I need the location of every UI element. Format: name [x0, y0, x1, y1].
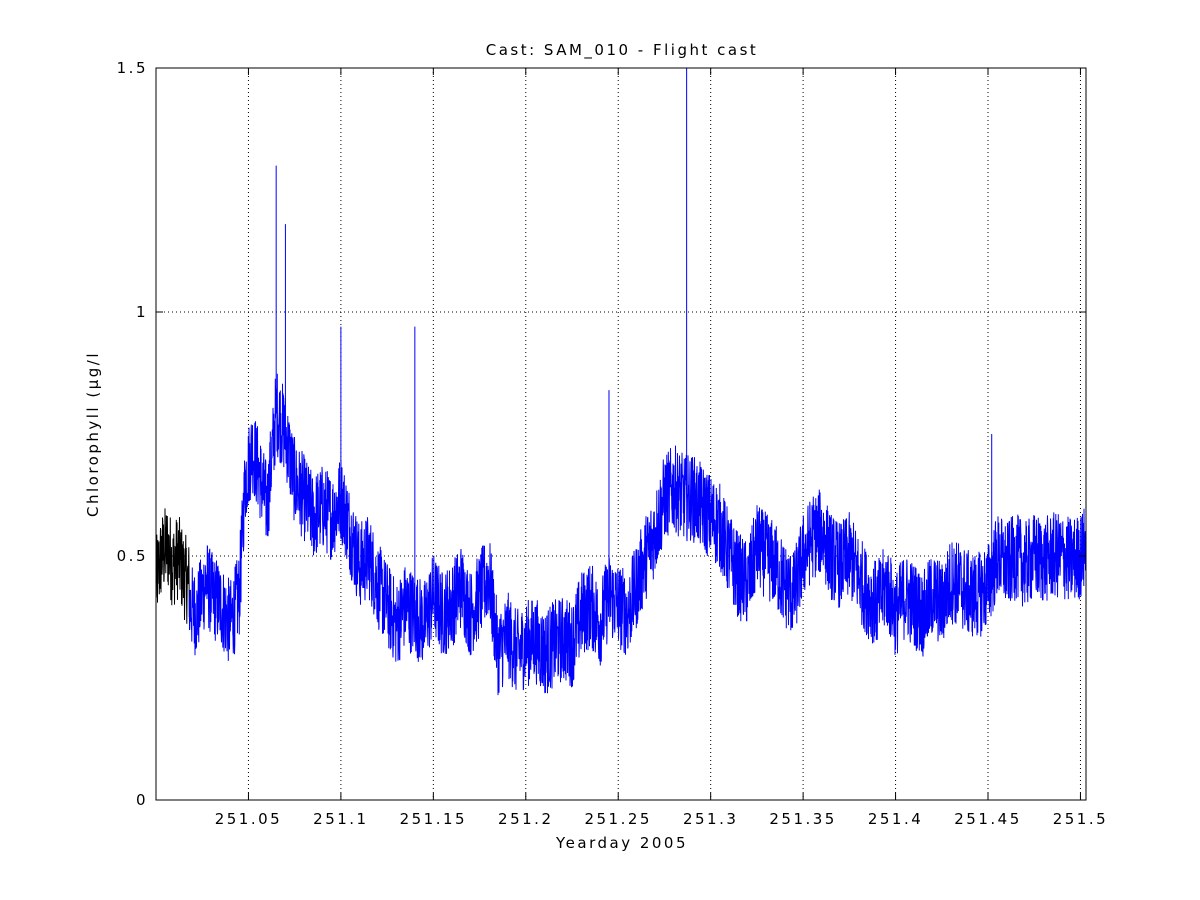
x-tick-label: 251.5: [1053, 810, 1108, 828]
x-tick-label: 251.45: [954, 810, 1022, 828]
y-tick-label: 1.5: [117, 59, 148, 77]
y-tick-label: 0.5: [117, 547, 148, 565]
axis-ticks: 251.05 251.1 251.15 251.2 251.25 251.3 251.35 2…: [117, 59, 1108, 828]
series-line-0: [155, 508, 190, 624]
chart-title: Cast: SAM_010 - Flight cast: [486, 41, 759, 60]
x-tick-label: 251.3: [683, 810, 738, 828]
x-tick-label: 251.35: [769, 810, 837, 828]
x-tick-label: 251.4: [868, 810, 923, 828]
x-tick-label: 251.15: [400, 810, 468, 828]
grid-lines: [156, 68, 1086, 800]
x-tick-label: 251.25: [584, 810, 652, 828]
x-tick-label: 251.1: [313, 810, 368, 828]
y-tick-label: 0: [136, 791, 148, 809]
series-line-1: [188, 373, 1087, 696]
x-axis-label: Yearday 2005: [555, 834, 688, 852]
y-tick-label: 1: [136, 303, 148, 321]
x-tick-label: 251.05: [215, 810, 283, 828]
plot-frame: [155, 67, 1087, 801]
data-series: [155, 68, 1087, 696]
x-tick-label: 251.2: [498, 810, 553, 828]
y-axis-label: Chlorophyll (μg/l: [84, 351, 102, 517]
